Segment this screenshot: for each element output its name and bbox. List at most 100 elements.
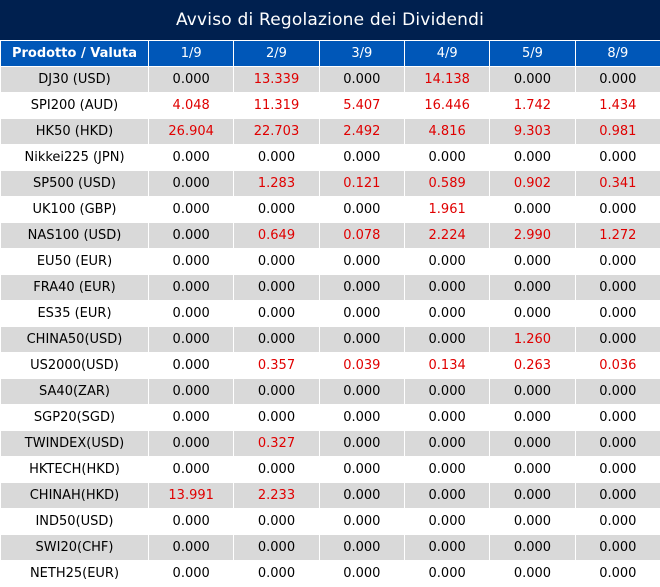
product-cell: CHINAH(HKD) — [0, 482, 149, 509]
value-cell: 0.000 — [318, 300, 405, 327]
value-cell: 1.260 — [489, 326, 576, 353]
value-cell: 0.649 — [233, 222, 320, 249]
value-cell: 0.000 — [147, 66, 235, 93]
value-cell: 0.000 — [403, 274, 491, 301]
value-cell: 0.327 — [233, 430, 320, 457]
table-row: SA40(ZAR) 0.000 0.000 0.000 0.000 0.000 0.000 — [0, 378, 660, 405]
table-row: HKTECH(HKD) 0.000 0.000 0.000 0.000 0.000 0.00… — [0, 456, 660, 483]
table-row: SP500 (USD) 0.000 1.283 0.121 0.589 0.902 0.34… — [0, 170, 660, 197]
value-cell: 0.000 — [574, 196, 660, 223]
product-cell: SPI200 (AUD) — [0, 92, 149, 119]
value-cell: 14.138 — [403, 66, 491, 93]
value-cell: 0.000 — [233, 508, 320, 535]
value-cell: 0.000 — [489, 508, 576, 535]
value-cell: 0.000 — [403, 248, 491, 275]
value-cell: 0.000 — [147, 170, 235, 197]
product-cell: ES35 (EUR) — [0, 300, 149, 327]
value-cell: 0.589 — [403, 170, 491, 197]
value-cell: 0.134 — [403, 352, 491, 379]
value-cell: 0.000 — [318, 560, 405, 587]
value-cell: 0.000 — [233, 196, 320, 223]
value-cell: 0.000 — [147, 222, 235, 249]
value-cell: 0.000 — [489, 560, 576, 587]
value-cell: 0.000 — [147, 326, 235, 353]
product-cell: CHINA50(USD) — [0, 326, 149, 353]
value-cell: 0.000 — [574, 66, 660, 93]
table-row: SPI200 (AUD) 4.048 11.319 5.407 16.446 1.742 1… — [0, 92, 660, 119]
value-cell: 0.000 — [403, 378, 491, 405]
value-cell: 0.000 — [233, 326, 320, 353]
value-cell: 0.000 — [574, 508, 660, 535]
value-cell: 0.000 — [574, 144, 660, 171]
value-cell: 0.357 — [233, 352, 320, 379]
value-cell: 0.000 — [489, 482, 576, 509]
table-row: FRA40 (EUR) 0.000 0.000 0.000 0.000 0.000 0.00… — [0, 274, 660, 301]
value-cell: 0.000 — [574, 430, 660, 457]
value-cell: 0.000 — [318, 248, 405, 275]
product-cell: FRA40 (EUR) — [0, 274, 149, 301]
table-row: NETH25(EUR) 0.000 0.000 0.000 0.000 0.000 0.00… — [0, 560, 660, 587]
value-cell: 0.000 — [403, 144, 491, 171]
value-cell: 0.000 — [147, 196, 235, 223]
value-cell: 0.000 — [147, 456, 235, 483]
value-cell: 0.000 — [318, 430, 405, 457]
table-row: ES35 (EUR) 0.000 0.000 0.000 0.000 0.000 0.000 — [0, 300, 660, 327]
value-cell: 0.000 — [489, 534, 576, 561]
column-header-date: 5/9 — [489, 40, 576, 67]
value-cell: 1.272 — [574, 222, 660, 249]
value-cell: 0.000 — [574, 378, 660, 405]
table-row: SWI20(CHF) 0.000 0.000 0.000 0.000 0.000 0.000 — [0, 534, 660, 561]
value-cell: 0.000 — [574, 326, 660, 353]
value-cell: 0.000 — [489, 144, 576, 171]
value-cell: 0.000 — [489, 456, 576, 483]
table-row: UK100 (GBP) 0.000 0.000 0.000 1.961 0.000 0.00… — [0, 196, 660, 223]
column-header-date: 8/9 — [574, 40, 660, 67]
product-cell: DJ30 (USD) — [0, 66, 149, 93]
product-cell: UK100 (GBP) — [0, 196, 149, 223]
value-cell: 0.000 — [403, 534, 491, 561]
value-cell: 0.000 — [318, 66, 405, 93]
value-cell: 0.039 — [318, 352, 405, 379]
column-header-product: Prodotto / Valuta — [0, 40, 149, 67]
value-cell: 0.000 — [403, 404, 491, 431]
value-cell: 0.000 — [147, 300, 235, 327]
table-row: IND50(USD) 0.000 0.000 0.000 0.000 0.000 0.000 — [0, 508, 660, 535]
value-cell: 4.048 — [147, 92, 235, 119]
table-row: Nikkei225 (JPN) 0.000 0.000 0.000 0.000 0.000… — [0, 144, 660, 171]
value-cell: 0.000 — [147, 248, 235, 275]
value-cell: 0.000 — [403, 430, 491, 457]
value-cell: 2.492 — [318, 118, 405, 145]
table-row: DJ30 (USD) 0.000 13.339 0.000 14.138 0.000 0.0… — [0, 66, 660, 93]
value-cell: 0.000 — [574, 482, 660, 509]
value-cell: 0.902 — [489, 170, 576, 197]
table-row: CHINA50(USD) 0.000 0.000 0.000 0.000 1.260 0.0… — [0, 326, 660, 353]
product-cell: SA40(ZAR) — [0, 378, 149, 405]
value-cell: 0.000 — [233, 560, 320, 587]
value-cell: 0.341 — [574, 170, 660, 197]
product-cell: EU50 (EUR) — [0, 248, 149, 275]
value-cell: 0.000 — [233, 300, 320, 327]
value-cell: 0.000 — [489, 66, 576, 93]
table-header-row: Prodotto / Valuta 1/9 2/9 3/9 4/9 5/9 8/… — [0, 40, 660, 67]
value-cell: 26.904 — [147, 118, 235, 145]
product-cell: US2000(USD) — [0, 352, 149, 379]
value-cell: 0.000 — [318, 404, 405, 431]
value-cell: 2.233 — [233, 482, 320, 509]
value-cell: 0.000 — [403, 326, 491, 353]
value-cell: 0.000 — [574, 300, 660, 327]
value-cell: 0.000 — [233, 456, 320, 483]
product-cell: SGP20(SGD) — [0, 404, 149, 431]
value-cell: 0.000 — [574, 274, 660, 301]
product-cell: IND50(USD) — [0, 508, 149, 535]
value-cell: 0.000 — [318, 378, 405, 405]
value-cell: 0.000 — [233, 378, 320, 405]
table-row: CHINAH(HKD) 13.991 2.233 0.000 0.000 0.000 0.0… — [0, 482, 660, 509]
value-cell: 1.434 — [574, 92, 660, 119]
value-cell: 1.283 — [233, 170, 320, 197]
table-row: EU50 (EUR) 0.000 0.000 0.000 0.000 0.000 0.000 — [0, 248, 660, 275]
value-cell: 0.263 — [489, 352, 576, 379]
value-cell: 1.961 — [403, 196, 491, 223]
product-cell: NETH25(EUR) — [0, 560, 149, 587]
value-cell: 0.000 — [147, 144, 235, 171]
table-body: DJ30 (USD) 0.000 13.339 0.000 14.138 0.000 0.0… — [0, 66, 660, 587]
